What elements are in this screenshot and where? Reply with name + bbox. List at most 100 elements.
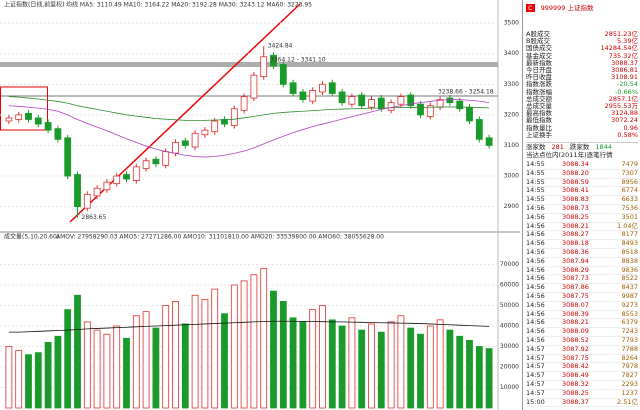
volume-bar [426,325,434,409]
quote-row: 最高指数 3124.88 [526,109,638,117]
price-title: 上证指数(日线,前复权) [4,1,65,9]
tick-price: 3088.37 [562,397,589,406]
tick-row: 14:56 3087.73 8522 [526,274,638,285]
volume-bar [289,317,297,409]
volume-bar [456,335,464,409]
candle-body [93,187,101,197]
candle-body [211,120,219,133]
volume-bar [407,327,415,409]
y-tick-label: 3400 [504,50,519,57]
tick-price: 3087.75 [562,292,589,300]
annotation: 3364.12 - 3341.10 [270,57,326,64]
tick-volume: 6774 [621,186,638,195]
tick-time: 14:56 [526,318,545,327]
tick-volume: 2.51亿 [617,397,638,406]
tick-row: 14:56 3087.94 8838 [526,257,638,267]
quote-tag: C [526,4,535,12]
y-tick-label: 10000 [500,384,519,391]
quote-row: 指数涨跌 -20.54 [526,80,638,88]
volume-bar [299,321,307,409]
candle-body [289,82,297,94]
tick-row: 14:56 3087.75 9987 [526,292,638,302]
quote-label: 指数涨幅 [526,87,552,96]
y-tick-label: 70000 [500,261,519,268]
quote-value: 14284.54亿 [600,44,638,53]
candle-body [328,82,336,94]
volume-bar [211,288,219,409]
volume-indicator: AMOV: 27958290.03 AMO5: 27271286.00 AMO1… [56,234,384,241]
candle-body [397,96,405,105]
tick-price: 3088.07 [562,300,589,309]
tick-price: 3087.86 [562,283,589,292]
candle-body [15,114,23,120]
volume-bar [250,274,258,409]
candle-body [309,90,317,102]
tick-row: 14:56 3088.21 6379 [526,318,638,329]
candle-body [34,117,42,125]
tick-time: 14:56 [526,336,545,344]
quote-value: 3124.88 [611,109,638,118]
quote-row: 今日开盘 3086.81 [526,66,638,74]
resistance-band [0,62,498,67]
tick-price: 3088.41 [562,186,589,195]
tick-price: 3088.83 [562,195,589,204]
volume-bar [181,323,189,409]
candle-body [270,54,277,67]
tick-time: 14:56 [526,239,545,248]
candle-body [338,91,346,104]
tick-time: 15:00 [526,397,545,406]
y-tick-label: 20000 [500,364,519,371]
volume-bar [319,305,326,409]
breadth-item: 涨家数 [526,143,546,151]
tick-time: 14:56 [526,256,545,265]
candle-body [64,137,72,177]
price-indicator: 均线 MA5: 3110.49 MA10: 3164.22 MA20: 3192… [66,1,312,9]
candle-body [466,106,473,122]
volume-bar [132,315,140,409]
y-tick-label: 60000 [500,282,519,289]
tick-row: 14:57 3087.92 7788 [526,345,638,355]
tick-price: 3087.92 [562,344,589,353]
tick-price: 3088.25 [562,388,589,397]
y-tick-label: 3000 [504,173,519,180]
volume-bar [34,352,42,409]
volume-title: 成交量(5,10,20,60) [4,233,59,241]
quote-row: 昨日收盘 3108.91 [526,73,638,81]
moving-average [8,99,490,158]
tick-row: 14:56 3088.09 7243 [526,327,638,337]
tick-time: 14:57 [526,371,545,380]
quote-row: 指数涨幅 -0.66% [526,88,638,96]
quote-label: 昨日收盘 [526,73,552,82]
tick-time: 14:56 [526,283,545,292]
quote-row: 总成交额 2857.1亿 [526,95,638,103]
quote-value: 2955.53万 [604,102,638,110]
candle-body [181,140,189,146]
tick-price: 3088.73 [562,204,589,212]
tick-volume: 8518 [621,248,638,256]
volume-bar [142,311,150,409]
tick-price: 3088.21 [562,221,589,230]
candle-body [446,97,454,104]
candle-body [103,181,111,191]
quote-value: 5.39亿 [617,37,638,46]
tick-volume: 9273 [621,300,638,309]
quote-label: 今日开盘 [526,66,552,74]
quote-label: 指数涨跌 [526,80,552,89]
tick-price: 3088.21 [562,318,589,327]
tick-time: 14:57 [526,388,545,397]
tick-row: 14:56 3088.52 7793 [526,336,638,346]
candle-body [279,64,287,85]
tick-time: 14:57 [526,362,545,371]
quote-row: 上证换手 0.58% [526,131,638,139]
annotation: 2863.65 [82,214,107,221]
tick-row: 14:55 3088.59 8956 [526,178,638,188]
tick-price: 3088.42 [562,362,589,371]
y-tick-label: 3300 [504,81,519,88]
tick-row: 14:57 3088.49 7827 [526,371,638,381]
tick-volume: 7307 [621,168,638,177]
volume-bar [446,329,454,409]
quote-label: 总成交额 [526,94,552,103]
tick-price: 3088.09 [562,327,589,336]
candle-body [83,193,91,209]
